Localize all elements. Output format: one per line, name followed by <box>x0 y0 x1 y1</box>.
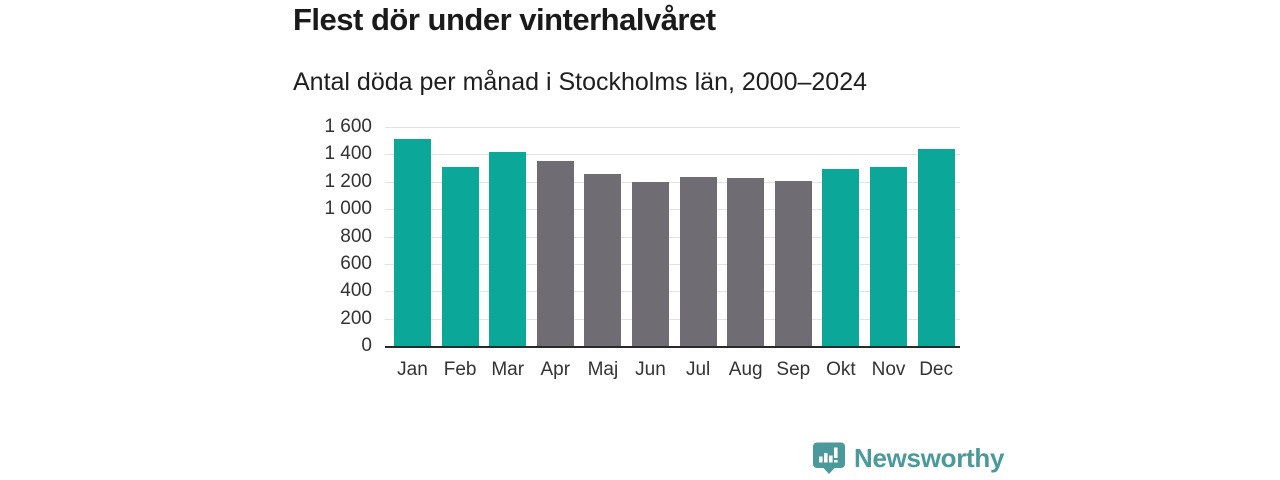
x-axis-label-jul: Jul <box>685 359 711 380</box>
gridline-200 <box>385 318 960 320</box>
x-axis-label-nov: Nov <box>871 359 906 380</box>
gridline-1200 <box>385 181 960 183</box>
bar-jul <box>679 176 717 346</box>
y-axis-tick-label: 400 <box>340 280 372 302</box>
bar-mar <box>489 152 527 346</box>
y-axis-tick-label: 600 <box>340 252 372 274</box>
gridline-1400 <box>385 154 960 156</box>
chart-title: Flest dör under vinterhalvåret <box>293 2 716 37</box>
bar-apr <box>536 161 574 346</box>
x-axis-label-dec: Dec <box>919 359 953 380</box>
newsworthy-logo-icon <box>813 442 845 474</box>
x-axis-label-apr: Apr <box>540 359 571 380</box>
mini-bar-chart-glyph <box>819 447 838 463</box>
gridline-600 <box>385 263 960 265</box>
y-axis-tick-label: 1 200 <box>324 170 372 192</box>
y-axis-tick-label: 1 400 <box>324 143 372 165</box>
bar-okt <box>822 168 860 346</box>
y-axis-tick-label: 0 <box>361 335 372 356</box>
bar-jan <box>394 139 431 346</box>
bar-maj <box>584 173 622 346</box>
brand-footer: Newsworthy <box>812 442 1004 475</box>
chart-subtitle: Antal döda per månad i Stockholms län, 2… <box>293 68 867 96</box>
bar-jun <box>632 182 669 346</box>
y-axis-tick-label: 1 600 <box>324 116 372 137</box>
bar-sep <box>774 181 812 346</box>
gridline-800 <box>385 236 960 238</box>
x-axis-label-feb: Feb <box>443 359 477 380</box>
plot-area: 0 200 400 600 800 1 000 1 200 1 400 1 600 Jan Feb M… <box>324 116 960 380</box>
bar-aug <box>727 178 765 346</box>
bar-feb <box>441 167 479 346</box>
x-axis-label-maj: Maj <box>587 359 619 380</box>
x-axis-label-okt: Okt <box>826 359 856 380</box>
bar-nov <box>870 167 907 346</box>
x-axis-label-sep: Sep <box>776 359 811 380</box>
brand-name: Newsworthy <box>854 443 1005 473</box>
gridline-1600 <box>385 127 960 128</box>
gridline-1000 <box>385 209 960 211</box>
x-axis-label-jan: Jan <box>397 359 428 380</box>
y-axis-tick-label: 800 <box>340 225 372 247</box>
gridline-400 <box>385 291 960 293</box>
x-axis-label-jun: Jun <box>635 359 666 380</box>
y-axis-tick-label: 200 <box>340 307 372 329</box>
bar-dec <box>917 148 955 346</box>
x-axis-label-aug: Aug <box>728 359 763 380</box>
x-axis-label-mar: Mar <box>491 359 525 380</box>
y-axis-tick-label: 1 000 <box>324 198 372 220</box>
